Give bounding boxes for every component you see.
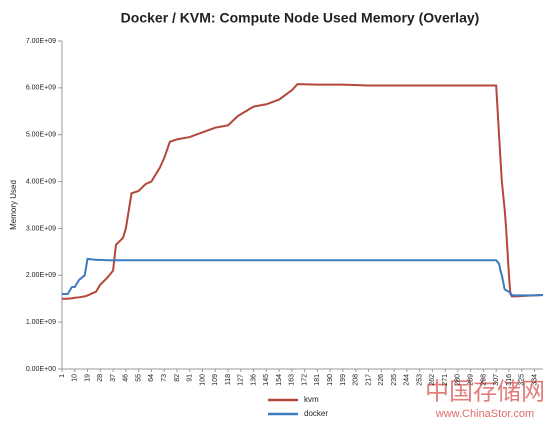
x-tick-label: 334 xyxy=(531,374,538,386)
x-tick-label: 226 xyxy=(378,374,385,386)
y-tick-label: 2.00E+09 xyxy=(26,272,56,279)
x-tick-label: 307 xyxy=(493,374,500,386)
x-tick-label: 91 xyxy=(187,374,194,382)
y-tick-label: 1.00E+09 xyxy=(26,319,56,326)
series-line xyxy=(62,257,544,297)
x-tick-label: 289 xyxy=(467,374,474,386)
y-tick-label: 4.00E+09 xyxy=(26,178,56,185)
x-tick-label: 172 xyxy=(301,374,308,386)
chart-title: Docker / KVM: Compute Node Used Memory (… xyxy=(121,10,480,26)
series-line xyxy=(62,83,544,300)
x-tick-label: 163 xyxy=(289,374,296,386)
x-tick-label: 316 xyxy=(506,374,513,386)
x-tick-label: 253 xyxy=(416,374,423,386)
x-tick-label: 271 xyxy=(442,374,449,386)
x-tick-label: 208 xyxy=(353,374,360,386)
x-tick-label: 217 xyxy=(365,374,372,386)
x-tick-label: 28 xyxy=(97,374,104,382)
x-tick-label: 46 xyxy=(123,374,130,382)
x-tick-label: 37 xyxy=(110,374,117,382)
x-tick-label: 244 xyxy=(404,374,411,386)
x-tick-label: 199 xyxy=(340,374,347,386)
x-tick-label: 19 xyxy=(84,374,91,382)
y-tick-label: 3.00E+09 xyxy=(26,225,56,232)
x-tick-label: 64 xyxy=(148,374,155,382)
x-tick-label: 190 xyxy=(327,374,334,386)
x-tick-label: 325 xyxy=(519,374,526,386)
y-tick-label: 7.00E+09 xyxy=(26,38,56,45)
x-tick-label: 55 xyxy=(135,374,142,382)
x-tick-label: 235 xyxy=(391,374,398,386)
x-tick-label: 1 xyxy=(59,374,66,378)
watermark-url: www.ChinaStor.com xyxy=(435,408,534,420)
x-tick-label: 136 xyxy=(250,374,257,386)
y-tick-label: 0.00E+00 xyxy=(26,366,56,373)
x-tick-label: 262 xyxy=(429,374,436,386)
x-tick-label: 298 xyxy=(480,374,487,386)
y-tick-label: 5.00E+09 xyxy=(26,132,56,139)
x-tick-label: 10 xyxy=(72,374,79,382)
x-tick-label: 181 xyxy=(314,374,321,386)
x-tick-label: 127 xyxy=(238,374,245,386)
x-tick-label: 118 xyxy=(225,374,232,385)
x-tick-label: 145 xyxy=(263,374,270,386)
x-tick-label: 280 xyxy=(455,374,462,386)
x-tick-label: 100 xyxy=(199,374,206,386)
x-tick-label: 82 xyxy=(174,374,181,382)
x-tick-label: 154 xyxy=(276,374,283,386)
watermark-title: 中国存储网 xyxy=(425,378,545,405)
x-tick-label: 109 xyxy=(212,374,219,386)
legend-label: docker xyxy=(304,409,328,418)
legend-label: kvm xyxy=(304,395,319,404)
y-axis-title: Memory Used xyxy=(9,180,18,230)
x-tick-label: 73 xyxy=(161,374,168,382)
y-tick-label: 6.00E+09 xyxy=(26,85,56,92)
